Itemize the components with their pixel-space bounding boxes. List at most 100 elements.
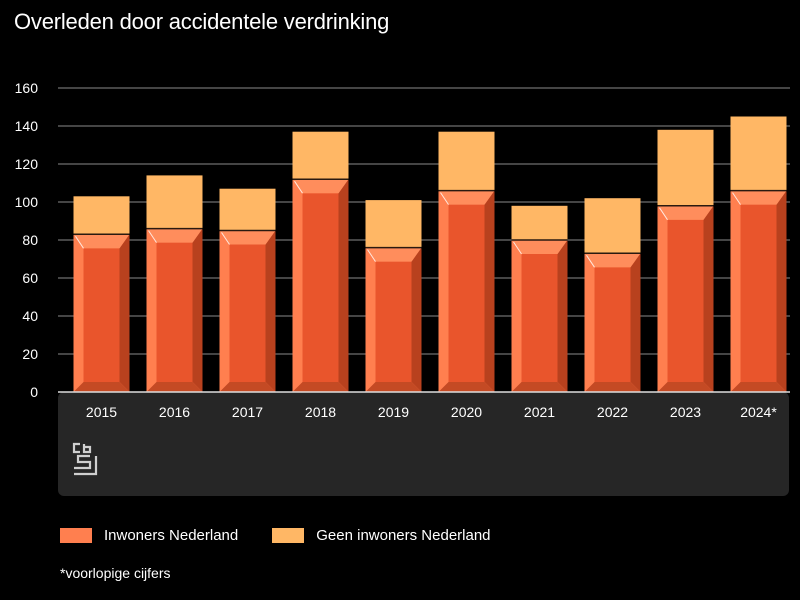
y-tick-label: 160 bbox=[15, 80, 39, 96]
bar-segment-inwoners bbox=[146, 228, 203, 392]
legend-item-geen-inwoners: Geen inwoners Nederland bbox=[272, 527, 491, 544]
bar-segment-inwoners bbox=[365, 247, 422, 392]
bar-bevel-inner bbox=[156, 242, 193, 382]
legend: Inwoners Nederland Geen inwoners Nederla… bbox=[60, 527, 525, 544]
bar-bevel-right bbox=[484, 190, 495, 392]
legend-item-inwoners: Inwoners Nederland bbox=[60, 527, 238, 544]
bar-highlight bbox=[367, 249, 376, 262]
y-axis-ticks: 0 20 40 60 80 100 120 140 160 bbox=[15, 80, 39, 400]
bar-bevel-top bbox=[146, 228, 203, 243]
bar-segment-geen-inwoners bbox=[657, 129, 714, 206]
bar-segment-inwoners bbox=[657, 205, 714, 392]
bar-bevel-inner bbox=[229, 244, 266, 382]
bar-highlight bbox=[148, 230, 157, 243]
bar-bevel-top bbox=[219, 230, 276, 245]
bar-bevel-inner bbox=[83, 248, 120, 382]
x-tick-label: 2021 bbox=[524, 404, 555, 420]
footnote: *voorlopige cijfers bbox=[60, 565, 171, 581]
bar-bevel-inner bbox=[594, 267, 631, 382]
bar-bevel-right bbox=[119, 234, 130, 392]
bar-bevel-top bbox=[511, 240, 568, 254]
x-tick-label: 2023 bbox=[670, 404, 701, 420]
bar-bevel-top bbox=[365, 247, 422, 262]
bar-bevel-right bbox=[411, 247, 422, 392]
bar-bevel-top bbox=[73, 234, 130, 249]
chart-panel-background bbox=[58, 392, 789, 496]
bar-segment-geen-inwoners bbox=[219, 188, 276, 231]
bar-segment-inwoners bbox=[438, 190, 495, 392]
bar-segment-geen-inwoners bbox=[511, 205, 568, 240]
bar-segment-geen-inwoners bbox=[730, 116, 787, 191]
bar-highlight bbox=[75, 236, 84, 249]
bar-bevel-bottom bbox=[219, 382, 276, 392]
bar-segment-geen-inwoners bbox=[584, 198, 641, 254]
bar-bevel-bottom bbox=[657, 382, 714, 392]
bar-bevel-inner bbox=[667, 219, 704, 382]
bar-highlight bbox=[440, 192, 449, 205]
bar-bevel-bottom bbox=[292, 382, 349, 392]
bar-bevel-top bbox=[292, 179, 349, 194]
bar-bevel-top bbox=[584, 253, 641, 268]
x-tick-label: 2019 bbox=[378, 404, 409, 420]
bar-highlight bbox=[221, 232, 230, 245]
bar-bevel-bottom bbox=[146, 382, 203, 392]
bar-bevel-bottom bbox=[438, 382, 495, 392]
y-tick-label: 100 bbox=[15, 194, 39, 210]
bar-segment-geen-inwoners bbox=[438, 131, 495, 191]
x-tick-label: 2015 bbox=[86, 404, 117, 420]
bar-bevel-inner bbox=[375, 261, 412, 382]
bar-segment-inwoners bbox=[584, 253, 641, 392]
bar-segment-geen-inwoners bbox=[73, 196, 130, 235]
bar-bevel-right bbox=[192, 228, 203, 392]
x-tick-label: 2024* bbox=[740, 404, 777, 420]
bar-bevel-inner bbox=[521, 254, 558, 382]
bar-bevel-top bbox=[657, 205, 714, 220]
x-axis-ticks: 2015 2016 2017 2018 2019 2020 2021 2022 2023 2024… bbox=[86, 404, 777, 420]
bar-bevel-right bbox=[557, 240, 568, 392]
bar-segment-inwoners bbox=[219, 230, 276, 392]
bar-bevel-bottom bbox=[730, 382, 787, 392]
bar-bevel-inner bbox=[302, 193, 339, 382]
y-tick-label: 40 bbox=[22, 308, 38, 324]
legend-label-geen-inwoners: Geen inwoners Nederland bbox=[316, 527, 491, 544]
bar-bevel-inner bbox=[740, 204, 777, 382]
y-tick-label: 60 bbox=[22, 270, 38, 286]
bar-highlight bbox=[586, 255, 595, 268]
bars bbox=[73, 116, 787, 392]
x-tick-label: 2017 bbox=[232, 404, 263, 420]
bar-bevel-top bbox=[438, 190, 495, 205]
cbs-logo-stroke bbox=[74, 456, 98, 476]
y-tick-label: 20 bbox=[22, 346, 38, 362]
bar-bevel-right bbox=[338, 179, 349, 392]
bar-bevel-bottom bbox=[584, 382, 641, 392]
x-tick-label: 2016 bbox=[159, 404, 190, 420]
bar-highlight bbox=[659, 207, 668, 221]
bar-bevel-right bbox=[265, 230, 276, 392]
bar-highlight bbox=[294, 180, 303, 194]
legend-label-inwoners: Inwoners Nederland bbox=[104, 527, 239, 544]
bar-bevel-bottom bbox=[511, 382, 568, 392]
bar-bevel-right bbox=[703, 205, 714, 392]
chart-title: Overleden door accidentele verdrinking bbox=[14, 9, 390, 34]
x-tick-label: 2022 bbox=[597, 404, 628, 420]
bar-bevel-top bbox=[730, 190, 787, 205]
bar-bevel-right bbox=[776, 190, 787, 392]
legend-swatch-geen-inwoners bbox=[272, 528, 305, 543]
bar-segment-inwoners bbox=[73, 234, 130, 392]
y-tick-label: 80 bbox=[22, 232, 38, 248]
bar-highlight bbox=[513, 241, 522, 255]
cbs-logo-stroke bbox=[72, 442, 80, 454]
x-tick-label: 2018 bbox=[305, 404, 336, 420]
bar-segment-geen-inwoners bbox=[365, 200, 422, 248]
cbs-logo bbox=[72, 442, 98, 476]
bar-bevel-right bbox=[630, 253, 641, 392]
y-tick-label: 0 bbox=[30, 384, 38, 400]
bar-segment-inwoners bbox=[511, 240, 568, 392]
bar-segment-geen-inwoners bbox=[292, 131, 349, 180]
bar-segment-inwoners bbox=[292, 179, 349, 392]
y-tick-label: 140 bbox=[15, 118, 39, 134]
x-tick-label: 2020 bbox=[451, 404, 482, 420]
bar-bevel-bottom bbox=[365, 382, 422, 392]
cbs-logo-stroke bbox=[82, 444, 92, 454]
